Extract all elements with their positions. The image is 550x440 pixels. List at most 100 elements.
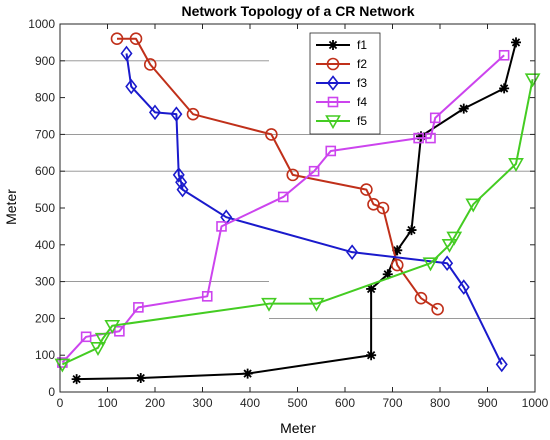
- x-axis-label: Meter: [280, 420, 316, 436]
- data-point-f5: [54, 358, 71, 373]
- data-point-f3: [346, 244, 359, 260]
- data-point-f1: [406, 225, 417, 236]
- data-point-f2: [414, 291, 428, 305]
- data-point-f4: [325, 145, 337, 157]
- legend-marker-f3: [326, 75, 340, 91]
- y-tick-label: 100: [35, 348, 55, 362]
- x-tick-label: 600: [335, 396, 355, 410]
- y-tick-label: 700: [35, 127, 55, 141]
- data-point-f1: [511, 37, 521, 48]
- data-point-f2: [286, 168, 300, 182]
- data-point-f1: [382, 269, 393, 280]
- axes: 0 100 200 300 400 500 600 700 800 900 1000 0 100 200 3…: [28, 17, 548, 410]
- data-point-f1: [416, 131, 426, 142]
- series-f3: [120, 45, 508, 373]
- data-point-f2: [110, 32, 124, 46]
- x-tick-label: 800: [430, 396, 450, 410]
- y-tick-label: 800: [35, 91, 55, 105]
- legend-label-f3: f3: [357, 76, 367, 90]
- legend-label-f1: f1: [357, 38, 367, 52]
- legend-marker-f1: [328, 40, 338, 50]
- x-tick-label: 400: [240, 396, 260, 410]
- data-point-f4: [201, 291, 213, 302]
- data-point-f1: [71, 374, 82, 385]
- data-point-f1: [458, 103, 469, 114]
- y-tick-label: 1000: [28, 17, 55, 31]
- data-point-f4: [80, 331, 92, 343]
- data-point-f5: [441, 239, 458, 253]
- legend-marker-f4: [327, 96, 339, 108]
- data-point-f5: [308, 297, 325, 312]
- chart-title: Network Topology of a CR Network: [181, 3, 414, 19]
- series-line-f5: [61, 79, 534, 366]
- data-point-f5: [508, 158, 524, 172]
- data-point-f4: [216, 221, 227, 232]
- x-tick-label: 0: [57, 396, 64, 410]
- x-tick-label: 100: [97, 396, 117, 410]
- data-point-f2: [431, 302, 444, 316]
- data-point-f4: [133, 302, 144, 313]
- x-tick-label: 200: [145, 396, 165, 410]
- data-point-f4: [498, 49, 510, 61]
- x-tick-label: 500: [287, 396, 307, 410]
- y-tick-label: 200: [35, 311, 55, 325]
- data-point-f3: [457, 279, 470, 295]
- y-axis-label: Meter: [3, 189, 19, 225]
- y-tick-label: 500: [35, 201, 55, 215]
- data-point-f1: [366, 350, 377, 361]
- data-point-f5: [90, 342, 106, 356]
- data-point-f3: [120, 45, 133, 62]
- data-point-f4: [114, 325, 125, 337]
- legend-marker-f2: [326, 57, 340, 71]
- data-point-f2: [390, 258, 404, 272]
- data-point-f1: [366, 283, 377, 294]
- data-point-f4: [308, 165, 320, 177]
- series-layer: [54, 32, 541, 385]
- data-point-f2: [186, 107, 200, 121]
- series-f4: [57, 49, 510, 368]
- data-point-f3: [495, 356, 508, 373]
- data-point-f5: [104, 319, 121, 334]
- data-point-f1: [499, 83, 510, 94]
- data-point-f2: [143, 58, 157, 71]
- x-tick-label: 300: [192, 396, 212, 410]
- data-point-f4: [425, 132, 436, 144]
- legend-label-f4: f4: [357, 95, 367, 109]
- data-point-f4: [413, 132, 424, 144]
- legend-marker-f5: [325, 115, 341, 130]
- data-point-f2: [129, 32, 143, 46]
- data-point-f2: [265, 128, 278, 141]
- data-point-f3: [125, 78, 138, 95]
- data-point-f3: [176, 181, 189, 198]
- data-point-f5: [94, 332, 111, 347]
- data-point-f4: [429, 112, 441, 124]
- series-line-f4: [61, 54, 505, 364]
- data-point-f1: [135, 373, 146, 384]
- y-tick-label: 300: [35, 275, 55, 289]
- data-point-f3: [175, 174, 188, 191]
- y-tick-label: 0: [48, 385, 55, 399]
- legend-label-f2: f2: [357, 57, 367, 71]
- data-point-f2: [376, 201, 390, 215]
- x-tick-label: 1000: [522, 396, 549, 410]
- data-point-f5: [465, 198, 482, 213]
- data-point-f5: [446, 231, 463, 246]
- y-tick-label: 900: [35, 54, 55, 68]
- data-point-f5: [261, 297, 277, 312]
- x-tick-label: 900: [477, 396, 497, 410]
- data-point-f5: [422, 257, 439, 272]
- data-point-f3: [441, 255, 454, 272]
- data-point-f2: [360, 183, 373, 196]
- legend: f1 f2 f3 f4 f5: [309, 32, 381, 135]
- y-tick-label: 400: [35, 238, 55, 252]
- series-f2: [110, 32, 444, 316]
- series-f5: [54, 73, 541, 373]
- data-point-f3: [172, 167, 185, 183]
- data-point-f4: [277, 191, 289, 203]
- data-point-f5: [524, 73, 541, 88]
- legend-label-f5: f5: [357, 114, 367, 128]
- data-point-f3: [170, 106, 183, 122]
- x-tick-label: 700: [382, 396, 402, 410]
- data-point-f1: [242, 368, 253, 379]
